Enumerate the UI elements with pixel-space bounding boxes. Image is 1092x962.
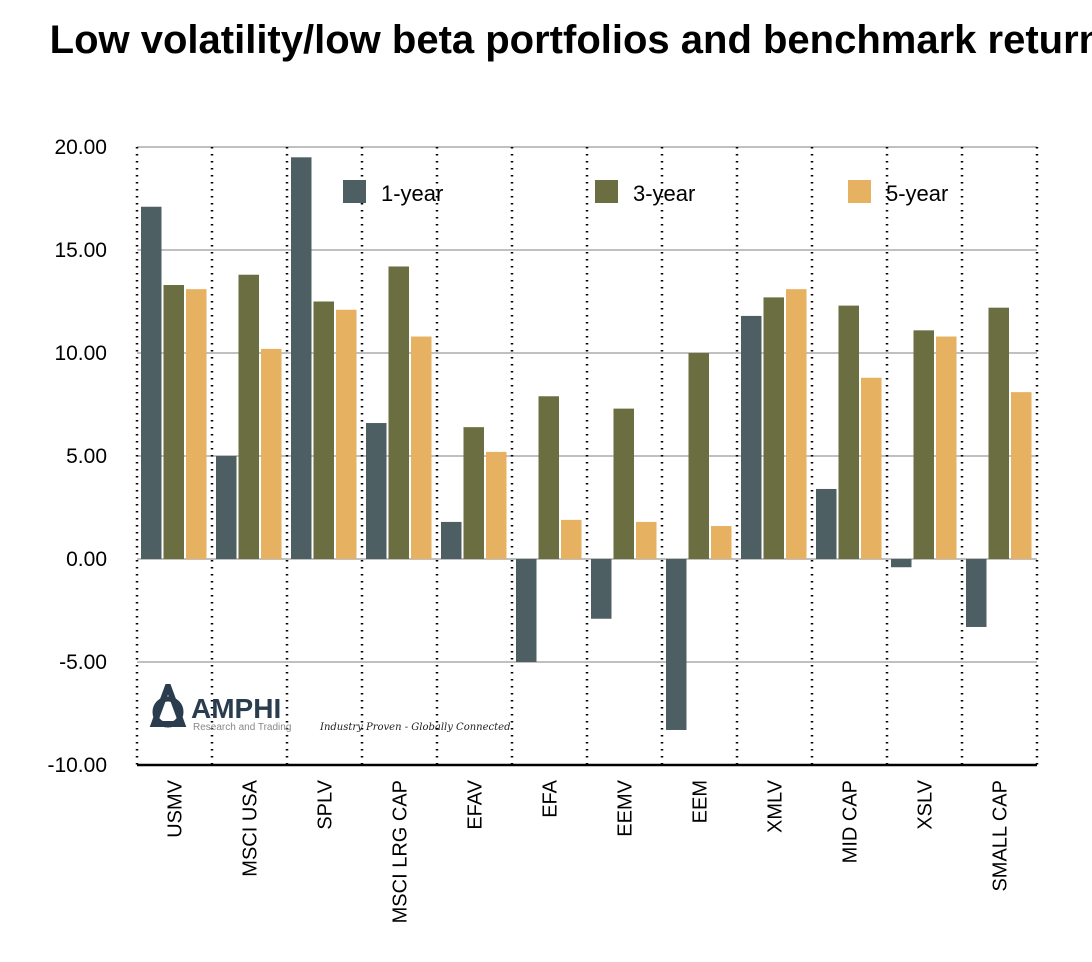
- x-tick-label: SPLV: [315, 779, 337, 829]
- bar-3-year-eem: [688, 353, 709, 559]
- bar-3-year-mid-cap: [838, 305, 859, 559]
- bar-1-year-msci-lrg-cap: [366, 423, 387, 559]
- x-tick-label: MSCI USA: [240, 779, 262, 876]
- bar-5-year-eemv: [636, 521, 657, 559]
- logo-subtitle: Research and Trading: [193, 722, 291, 733]
- bar-1-year-eemv: [591, 559, 612, 619]
- amphi-logo: AMPHI Research and Trading: [146, 677, 306, 739]
- y-tick-label: 10.00: [54, 342, 107, 365]
- bar-5-year-efav: [486, 451, 507, 559]
- bar-3-year-splv: [313, 301, 334, 559]
- chart-title: Low volatility/low beta portfolios and b…: [49, 18, 1092, 62]
- bar-3-year-msci-lrg-cap: [388, 266, 409, 559]
- bar-5-year-msci-lrg-cap: [411, 336, 432, 559]
- legend-label: 3-year: [633, 181, 695, 206]
- bar-1-year-efa: [516, 559, 537, 662]
- y-tick-label: 15.00: [54, 239, 107, 262]
- x-tick-label: EEMV: [615, 779, 637, 836]
- x-tick-label: EFA: [540, 779, 562, 817]
- bar-1-year-efav: [441, 521, 462, 559]
- bar-5-year-msci-usa: [261, 348, 282, 559]
- legend-swatch: [343, 180, 366, 203]
- x-tick-label: EEM: [690, 780, 712, 823]
- y-tick-label: -10.00: [47, 754, 107, 777]
- bar-1-year-xmlv: [741, 315, 762, 559]
- bar-5-year-xmlv: [786, 289, 807, 559]
- bar-3-year-xmlv: [763, 297, 784, 559]
- y-tick-label: -5.00: [59, 651, 107, 674]
- bar-3-year-small-cap: [988, 307, 1009, 559]
- bar-1-year-small-cap: [966, 559, 987, 627]
- x-tick-label: USMV: [165, 779, 187, 837]
- legend-label: 1-year: [381, 181, 443, 206]
- logo-name: AMPHI: [191, 693, 281, 724]
- bar-3-year-efa: [538, 396, 559, 559]
- bar-5-year-efa: [561, 519, 582, 559]
- bar-3-year-eemv: [613, 408, 634, 559]
- bar-1-year-mid-cap: [816, 488, 837, 559]
- bar-3-year-efav: [463, 427, 484, 559]
- bar-5-year-small-cap: [1011, 392, 1032, 559]
- bar-1-year-xslv: [891, 559, 912, 568]
- x-tick-label: MID CAP: [840, 780, 862, 863]
- bar-1-year-usmv: [141, 206, 162, 560]
- bar-5-year-eem: [711, 526, 732, 559]
- bar-1-year-splv: [291, 157, 312, 560]
- bar-3-year-usmv: [163, 285, 184, 559]
- bar-5-year-mid-cap: [861, 377, 882, 559]
- y-tick-label: 5.00: [66, 445, 107, 468]
- bar-3-year-xslv: [913, 330, 934, 559]
- x-tick-label: XMLV: [765, 779, 787, 833]
- y-tick-label: 20.00: [54, 136, 107, 159]
- bar-3-year-msci-usa: [238, 274, 259, 559]
- x-tick-label: SMALL CAP: [990, 780, 1012, 892]
- x-tick-label: MSCI LRG CAP: [390, 780, 412, 923]
- x-tick-label: XSLV: [915, 779, 937, 829]
- bar-5-year-splv: [336, 309, 357, 559]
- logo-tagline: Industry Proven - Globally Connected: [320, 722, 511, 733]
- bar-1-year-msci-usa: [216, 456, 237, 559]
- legend-swatch: [848, 180, 871, 203]
- legend-label: 5-year: [886, 181, 948, 206]
- y-tick-label: 0.00: [66, 548, 107, 571]
- bar-5-year-xslv: [936, 336, 957, 559]
- bar-5-year-usmv: [186, 289, 207, 559]
- bar-1-year-eem: [666, 559, 687, 730]
- x-tick-label: EFAV: [465, 779, 487, 829]
- legend-swatch: [595, 180, 618, 203]
